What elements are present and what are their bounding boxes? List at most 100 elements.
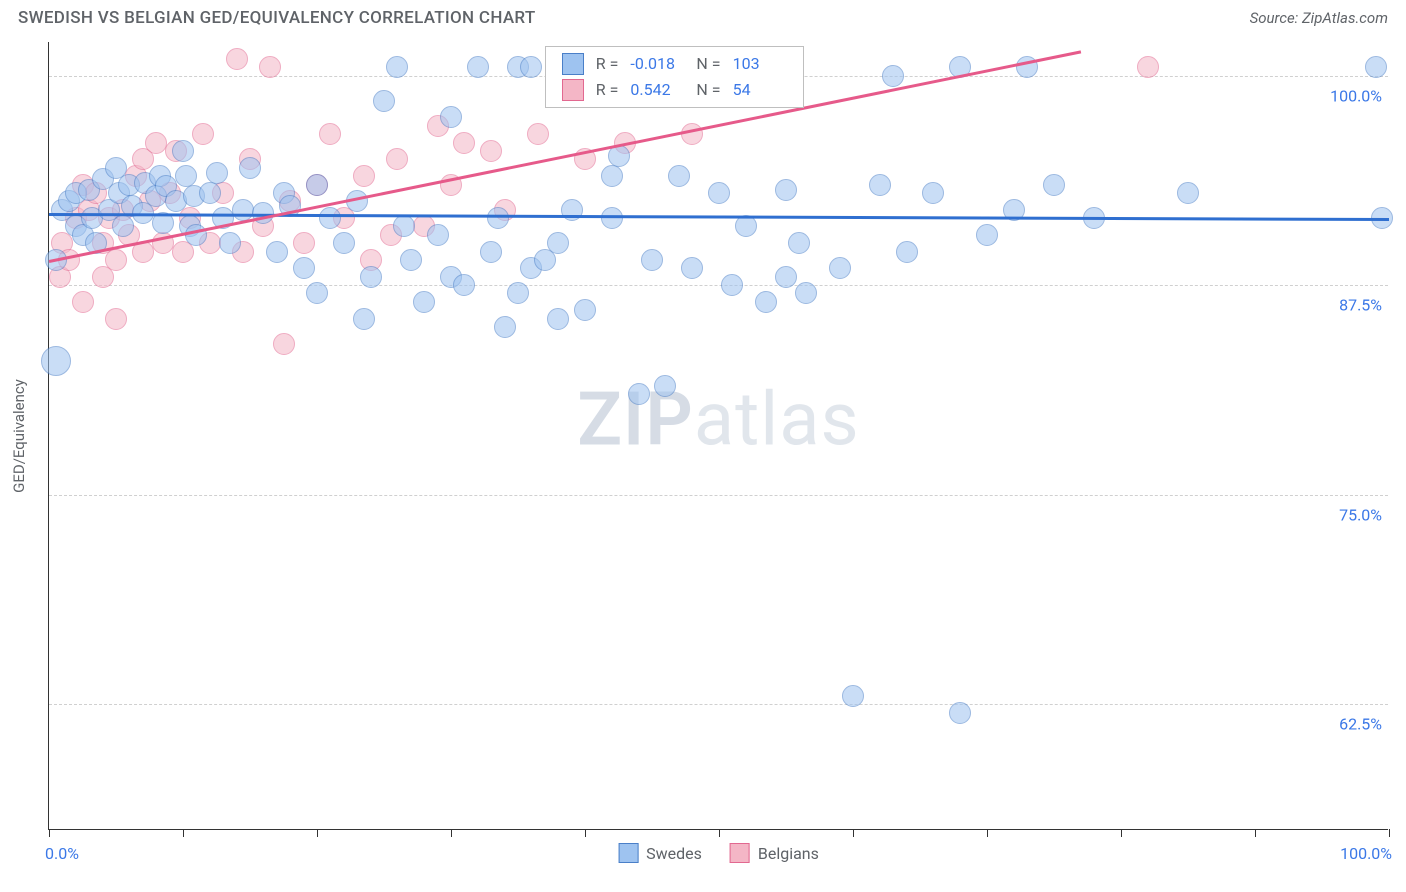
data-point — [386, 148, 408, 170]
data-point — [641, 249, 663, 271]
x-label-max: 100.0% — [1340, 844, 1392, 863]
data-point — [1137, 56, 1159, 78]
legend-swatch — [730, 843, 750, 863]
data-point — [293, 257, 315, 279]
data-point — [319, 207, 341, 229]
data-point — [185, 224, 207, 246]
data-point — [788, 232, 810, 254]
data-point — [145, 132, 167, 154]
x-tick — [183, 829, 184, 837]
data-point — [273, 333, 295, 355]
data-point — [266, 241, 288, 263]
data-point — [1177, 182, 1199, 204]
legend-item: Swedes — [618, 843, 702, 863]
legend-bottom: Swedes Belgians — [618, 843, 819, 863]
data-point — [175, 165, 197, 187]
data-point — [333, 232, 355, 254]
data-point — [440, 106, 462, 128]
data-point — [735, 215, 757, 237]
data-point — [353, 308, 375, 330]
source-attribution: Source: ZipAtlas.com — [1250, 9, 1388, 27]
data-point — [922, 182, 944, 204]
data-point — [896, 241, 918, 263]
legend-label: Swedes — [646, 844, 702, 863]
x-tick — [719, 829, 720, 837]
legend-stats-table: R =-0.018N =103R =0.542N =54 — [556, 51, 793, 103]
data-point — [775, 266, 797, 288]
data-point — [721, 274, 743, 296]
chart-plot-area: GED/Equivalency ZIPatlas SwedesBelgians … — [48, 42, 1388, 830]
x-tick — [451, 829, 452, 837]
title-bar: SWEDISH VS BELGIAN GED/EQUIVALENCY CORRE… — [0, 0, 1406, 34]
data-point — [239, 157, 261, 179]
data-point — [681, 257, 703, 279]
data-point — [360, 266, 382, 288]
data-point — [453, 274, 475, 296]
data-point — [453, 132, 475, 154]
data-point — [829, 257, 851, 279]
data-point — [795, 282, 817, 304]
data-point — [601, 165, 623, 187]
data-point — [507, 282, 529, 304]
data-point — [112, 215, 134, 237]
watermark-rest: atlas — [694, 376, 860, 463]
y-tick-label: 100.0% — [1330, 86, 1382, 105]
x-tick — [1255, 829, 1256, 837]
x-tick — [1121, 829, 1122, 837]
chart-title: SWEDISH VS BELGIAN GED/EQUIVALENCY CORRE… — [18, 8, 536, 28]
legend-label: Belgians — [758, 844, 819, 863]
data-point — [520, 56, 542, 78]
gridline-h — [49, 495, 1388, 496]
data-point — [172, 140, 194, 162]
data-point — [232, 199, 254, 221]
data-point — [574, 299, 596, 321]
data-point — [842, 685, 864, 707]
x-label-min: 0.0% — [45, 844, 79, 863]
data-point — [755, 291, 777, 313]
data-point — [259, 56, 281, 78]
data-point — [306, 282, 328, 304]
gridline-h — [49, 704, 1388, 705]
data-point — [681, 123, 703, 145]
data-point — [206, 162, 228, 184]
x-tick — [49, 829, 50, 837]
x-tick — [853, 829, 854, 837]
data-point — [199, 182, 221, 204]
data-point — [427, 224, 449, 246]
data-point — [105, 308, 127, 330]
data-point — [949, 702, 971, 724]
data-point — [527, 123, 549, 145]
data-point — [353, 165, 375, 187]
data-point — [480, 140, 502, 162]
data-point — [869, 174, 891, 196]
x-tick — [987, 829, 988, 837]
data-point — [654, 375, 676, 397]
data-point — [373, 90, 395, 112]
data-point — [1365, 56, 1387, 78]
x-tick — [317, 829, 318, 837]
data-point — [293, 232, 315, 254]
legend-stats: R =-0.018N =103R =0.542N =54 — [545, 46, 804, 108]
data-point — [1043, 174, 1065, 196]
data-point — [487, 207, 509, 229]
data-point — [467, 56, 489, 78]
data-point — [105, 249, 127, 271]
data-point — [775, 179, 797, 201]
data-point — [72, 291, 94, 313]
x-tick — [1389, 829, 1390, 837]
data-point — [882, 65, 904, 87]
data-point — [480, 241, 502, 263]
legend-swatch — [618, 843, 638, 863]
data-point — [386, 56, 408, 78]
y-tick-label: 62.5% — [1339, 715, 1382, 734]
data-point — [192, 123, 214, 145]
y-tick-label: 75.0% — [1339, 505, 1382, 524]
gridline-h — [49, 285, 1388, 286]
data-point — [547, 232, 569, 254]
x-tick — [585, 829, 586, 837]
data-point — [976, 224, 998, 246]
y-axis-title: GED/Equivalency — [10, 379, 28, 493]
data-point — [628, 383, 650, 405]
data-point — [219, 232, 241, 254]
data-point — [226, 48, 248, 70]
